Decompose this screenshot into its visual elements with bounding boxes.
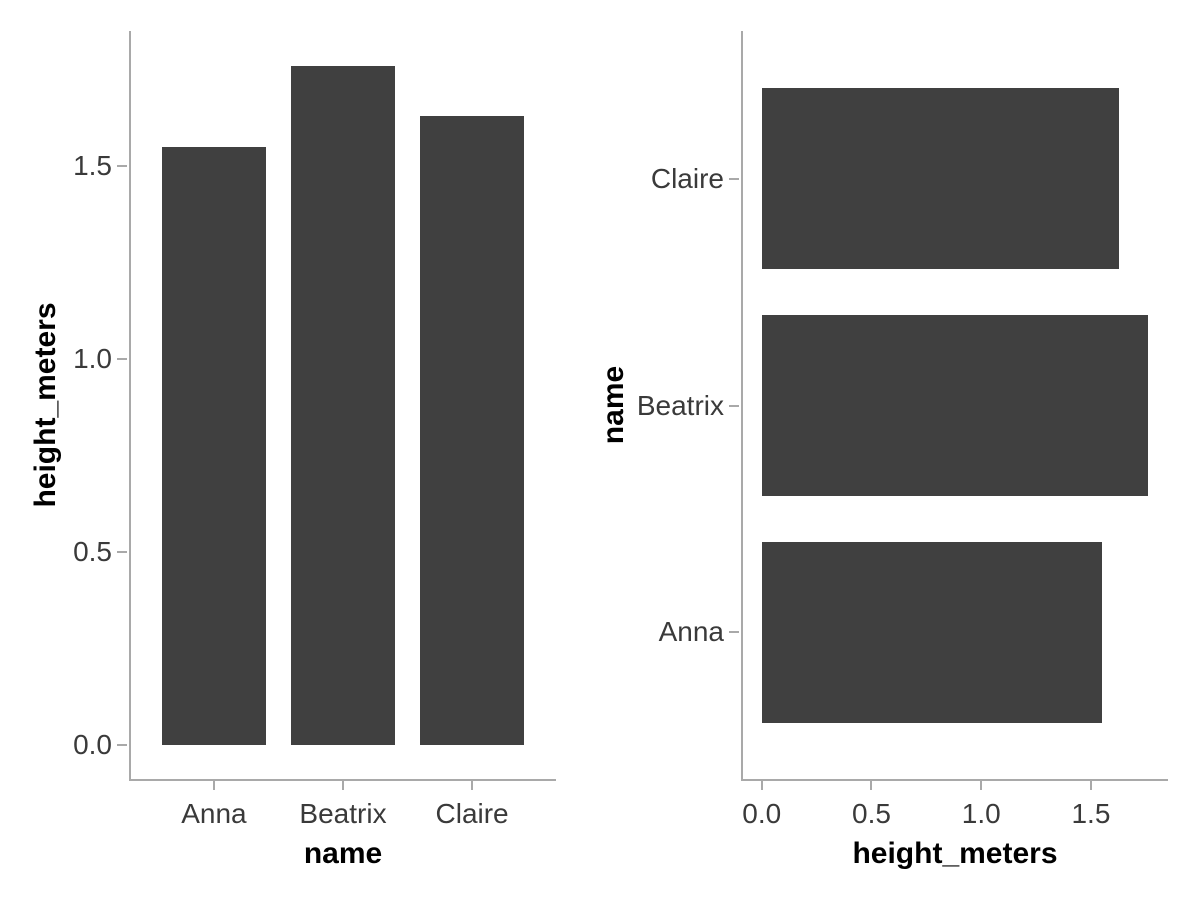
bar-claire [761,87,1120,270]
x-tick [870,781,873,790]
y-tick [117,165,127,168]
y-axis-title: name [597,365,630,445]
y-tick [117,551,127,554]
bar-beatrix [761,314,1149,497]
y-axis-title: height_meters [29,302,62,508]
x-axis-title: height_meters [852,837,1058,870]
bar-beatrix [291,66,395,746]
x-axis-line [741,779,1168,781]
y-tick-label: 0.0 [73,729,112,761]
y-tick [117,358,127,361]
x-tick [760,781,763,790]
y-tick [117,744,127,747]
x-axis-line [129,779,556,781]
x-axis-title: name [303,837,383,870]
x-tick-label: 0.0 [742,798,782,829]
bar-anna [761,541,1102,724]
bar-anna [162,147,266,746]
x-tick-label: Beatrix [299,798,387,829]
x-tick-label: 1.5 [1071,798,1111,829]
y-axis-line [741,31,743,781]
x-tick [1089,781,1092,790]
x-tick-label: 1.0 [961,798,1001,829]
x-tick-label: 0.5 [852,798,891,829]
x-tick [212,781,215,790]
y-tick [729,177,739,180]
x-tick [342,781,344,790]
x-tick [471,781,474,790]
y-tick [729,404,739,407]
y-tick-label: Beatrix [636,389,724,421]
bar-claire [420,116,524,746]
y-tick-label: 1.5 [73,150,112,182]
y-tick-label: 1.0 [73,343,112,375]
y-tick-label: Anna [658,616,724,648]
y-tick-label: Claire [650,162,724,194]
y-tick [729,631,739,634]
x-tick-label: Claire [435,798,509,829]
y-tick-label: 0.5 [73,536,112,568]
x-tick [980,781,983,790]
y-axis-line [129,31,131,781]
x-tick-label: Anna [181,798,247,829]
